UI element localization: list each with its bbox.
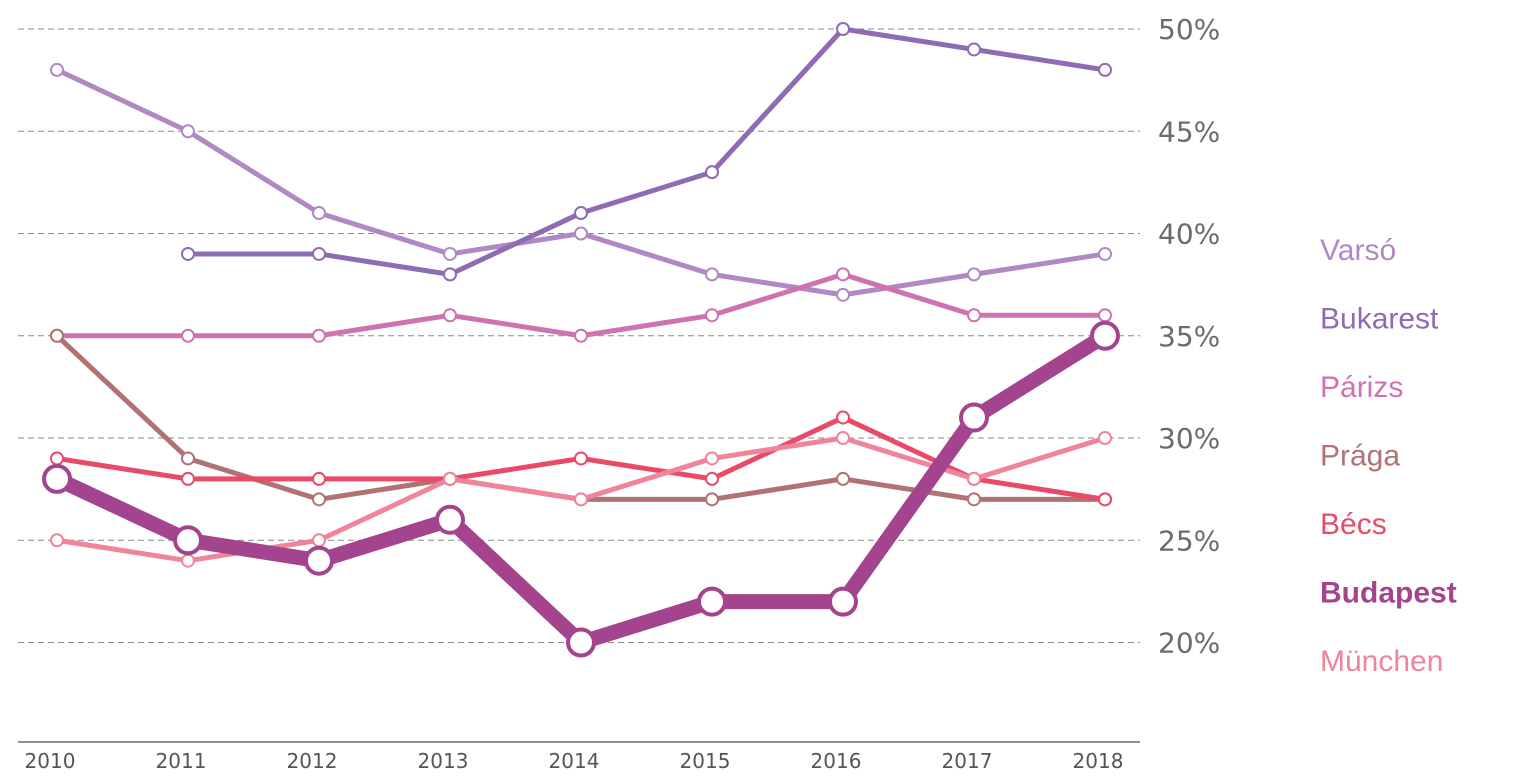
data-point-parizs (705, 308, 719, 323)
data-point-praga (50, 328, 64, 343)
x-axis-ticks: 2010 2011 2012 2013 2014 2015 2016 2017 2018 (25, 749, 1124, 773)
data-point-budapest (959, 402, 989, 433)
legend-item: Prága (1320, 440, 1400, 473)
data-point-budapest (304, 545, 334, 576)
data-point-becs (836, 410, 850, 425)
y-tick-label: 30% (1158, 422, 1220, 455)
series-bukarest (181, 22, 1112, 282)
data-point-becs (312, 471, 326, 486)
data-point-budapest (435, 504, 465, 535)
series-line-budapest (49, 328, 1113, 650)
y-tick-label: 50% (1158, 13, 1220, 46)
data-point-munchen (836, 431, 850, 445)
data-point-bukarest (181, 246, 195, 261)
data-point-munchen (443, 471, 457, 486)
data-point-munchen (705, 451, 719, 466)
x-tick-label: 2014 (549, 749, 600, 773)
data-point-varso (967, 267, 981, 282)
data-point-budapest (1090, 320, 1120, 351)
legend-item: Párizs (1320, 371, 1403, 404)
data-point-praga (967, 492, 981, 507)
data-point-varso (50, 62, 64, 77)
data-point-bukarest (574, 206, 588, 221)
series-line-bukarest (185, 26, 1108, 277)
data-point-parizs (574, 328, 588, 343)
y-tick-label: 40% (1158, 218, 1220, 251)
data-point-budapest (566, 627, 596, 658)
y-axis-ticks: 20% 25% 30% 35% 40% 45% 50% (1158, 13, 1220, 660)
x-tick-label: 2016 (811, 749, 862, 773)
data-point-praga (705, 492, 719, 507)
data-point-praga (312, 492, 326, 507)
data-point-bukarest (967, 42, 981, 57)
data-point-becs (1098, 492, 1112, 507)
data-point-varso (1098, 246, 1112, 261)
legend: Varsó Bukarest Párizs Prága Bécs Budapest Münc… (1320, 234, 1457, 678)
data-point-bukarest (705, 165, 719, 180)
legend-item: Budapest (1320, 577, 1457, 610)
data-point-varso (181, 124, 195, 139)
data-point-budapest (42, 463, 72, 494)
y-tick-label: 45% (1158, 115, 1220, 148)
data-point-parizs (443, 308, 457, 323)
x-tick-label: 2017 (942, 749, 993, 773)
data-point-varso (836, 287, 850, 302)
x-tick-label: 2012 (287, 749, 338, 773)
data-point-bukarest (443, 267, 457, 282)
x-tick-label: 2011 (156, 749, 207, 773)
y-tick-label: 25% (1158, 524, 1220, 557)
data-point-munchen (1098, 431, 1112, 445)
y-tick-label: 35% (1158, 320, 1220, 353)
series-line-praga (54, 333, 1108, 502)
data-point-varso (705, 267, 719, 282)
x-tick-label: 2013 (418, 749, 469, 773)
data-point-becs (181, 471, 195, 486)
data-point-munchen (181, 553, 195, 568)
data-point-munchen (574, 492, 588, 507)
legend-item: Bécs (1320, 508, 1387, 541)
x-tick-label: 2015 (680, 749, 731, 773)
data-point-becs (705, 471, 719, 486)
data-point-bukarest (836, 22, 850, 36)
series-line-parizs (54, 271, 1108, 339)
legend-item: Varsó (1320, 234, 1396, 267)
series-line-varso (54, 67, 1108, 298)
x-tick-label: 2018 (1073, 749, 1124, 773)
data-point-parizs (312, 328, 326, 343)
series-lines (42, 22, 1120, 658)
data-point-budapest (828, 586, 858, 617)
y-tick-label: 20% (1158, 627, 1220, 660)
x-tick-label: 2010 (25, 749, 76, 773)
data-point-varso (312, 206, 326, 221)
data-point-becs (574, 451, 588, 466)
data-point-praga (181, 451, 195, 466)
data-point-varso (443, 246, 457, 261)
data-point-parizs (1098, 308, 1112, 323)
series-budapest (42, 320, 1120, 658)
data-point-parizs (967, 308, 981, 323)
series-parizs (50, 267, 1112, 343)
data-point-munchen (50, 533, 64, 548)
data-point-parizs (181, 328, 195, 343)
series-varso (50, 62, 1112, 302)
legend-item: München (1320, 645, 1443, 678)
data-point-budapest (697, 586, 727, 617)
data-point-bukarest (312, 246, 326, 261)
data-point-munchen (312, 533, 326, 548)
data-point-parizs (836, 267, 850, 282)
data-point-praga (836, 471, 850, 486)
data-point-becs (50, 451, 64, 466)
legend-item: Bukarest (1320, 303, 1439, 336)
data-point-bukarest (1098, 62, 1112, 77)
data-point-munchen (967, 471, 981, 486)
data-point-varso (574, 226, 588, 241)
data-point-budapest (173, 525, 203, 556)
